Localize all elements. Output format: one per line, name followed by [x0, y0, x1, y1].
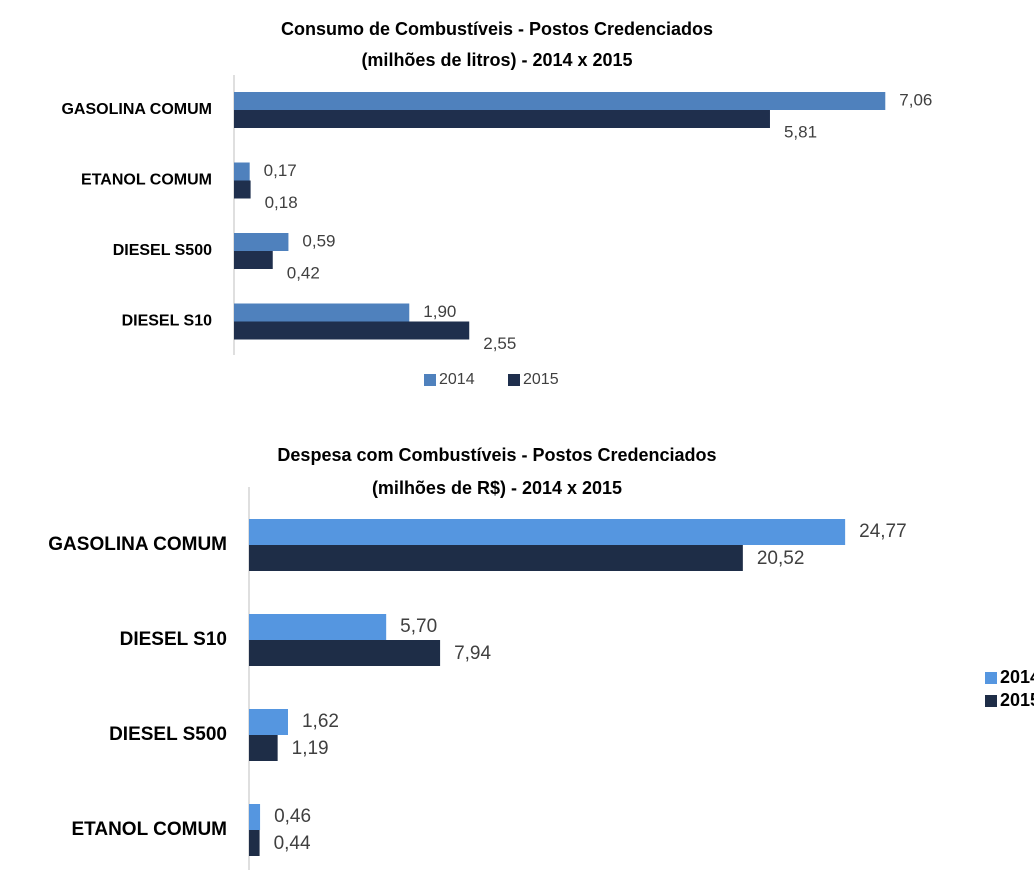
category-label: GASOLINA COMUM [61, 101, 212, 118]
bar [249, 614, 387, 640]
value-label: 24,77 [859, 521, 907, 542]
legend-swatch [508, 374, 520, 386]
bar [234, 162, 250, 181]
bar [249, 640, 441, 666]
bar [249, 519, 846, 545]
value-label: 2,55 [483, 334, 516, 353]
value-label: 7,94 [454, 643, 491, 664]
value-label: 0,44 [274, 833, 311, 854]
value-label: 0,42 [287, 263, 320, 282]
legend-label: 2015 [523, 371, 559, 388]
bar [234, 233, 289, 251]
bar [234, 251, 273, 269]
bar [249, 804, 261, 830]
value-label: 1,62 [302, 711, 339, 732]
value-label: 0,17 [264, 161, 297, 180]
category-label: ETANOL COMUM [81, 172, 212, 189]
value-label: 1,19 [292, 738, 329, 759]
legend-swatch [424, 374, 436, 386]
category-label: GASOLINA COMUM [48, 534, 227, 555]
category-label: DIESEL S10 [120, 629, 227, 650]
bar [249, 709, 288, 735]
legend-label: 2014 [1000, 667, 1034, 687]
chart-subtitle: (milhões de litros) - 2014 x 2015 [361, 50, 632, 70]
bar [234, 303, 410, 322]
legend-swatch [985, 672, 997, 684]
bar [234, 180, 251, 199]
chart-subtitle: (milhões de R$) - 2014 x 2015 [372, 478, 622, 498]
bar [249, 545, 743, 571]
legend-label: 2014 [439, 371, 475, 388]
legend-label: 2015 [1000, 690, 1034, 710]
category-label: ETANOL COMUM [71, 819, 227, 840]
bar [234, 321, 470, 340]
category-label: DIESEL S500 [109, 724, 227, 745]
value-label: 5,81 [784, 122, 817, 141]
value-label: 5,70 [400, 616, 437, 637]
value-label: 7,06 [899, 90, 932, 109]
category-label: DIESEL S10 [122, 313, 213, 330]
chart-title: Consumo de Combustíveis - Postos Credenc… [281, 19, 713, 39]
value-label: 0,18 [265, 193, 298, 212]
value-label: 1,90 [423, 302, 456, 321]
chart-title: Despesa com Combustíveis - Postos Creden… [277, 445, 716, 465]
bar [249, 735, 278, 761]
value-label: 0,59 [302, 231, 335, 250]
value-label: 20,52 [757, 548, 805, 569]
bar [234, 110, 770, 128]
bar [234, 92, 886, 110]
category-label: DIESEL S500 [113, 242, 212, 259]
value-label: 0,46 [274, 806, 311, 827]
legend-swatch [985, 695, 997, 707]
bar [249, 830, 260, 856]
